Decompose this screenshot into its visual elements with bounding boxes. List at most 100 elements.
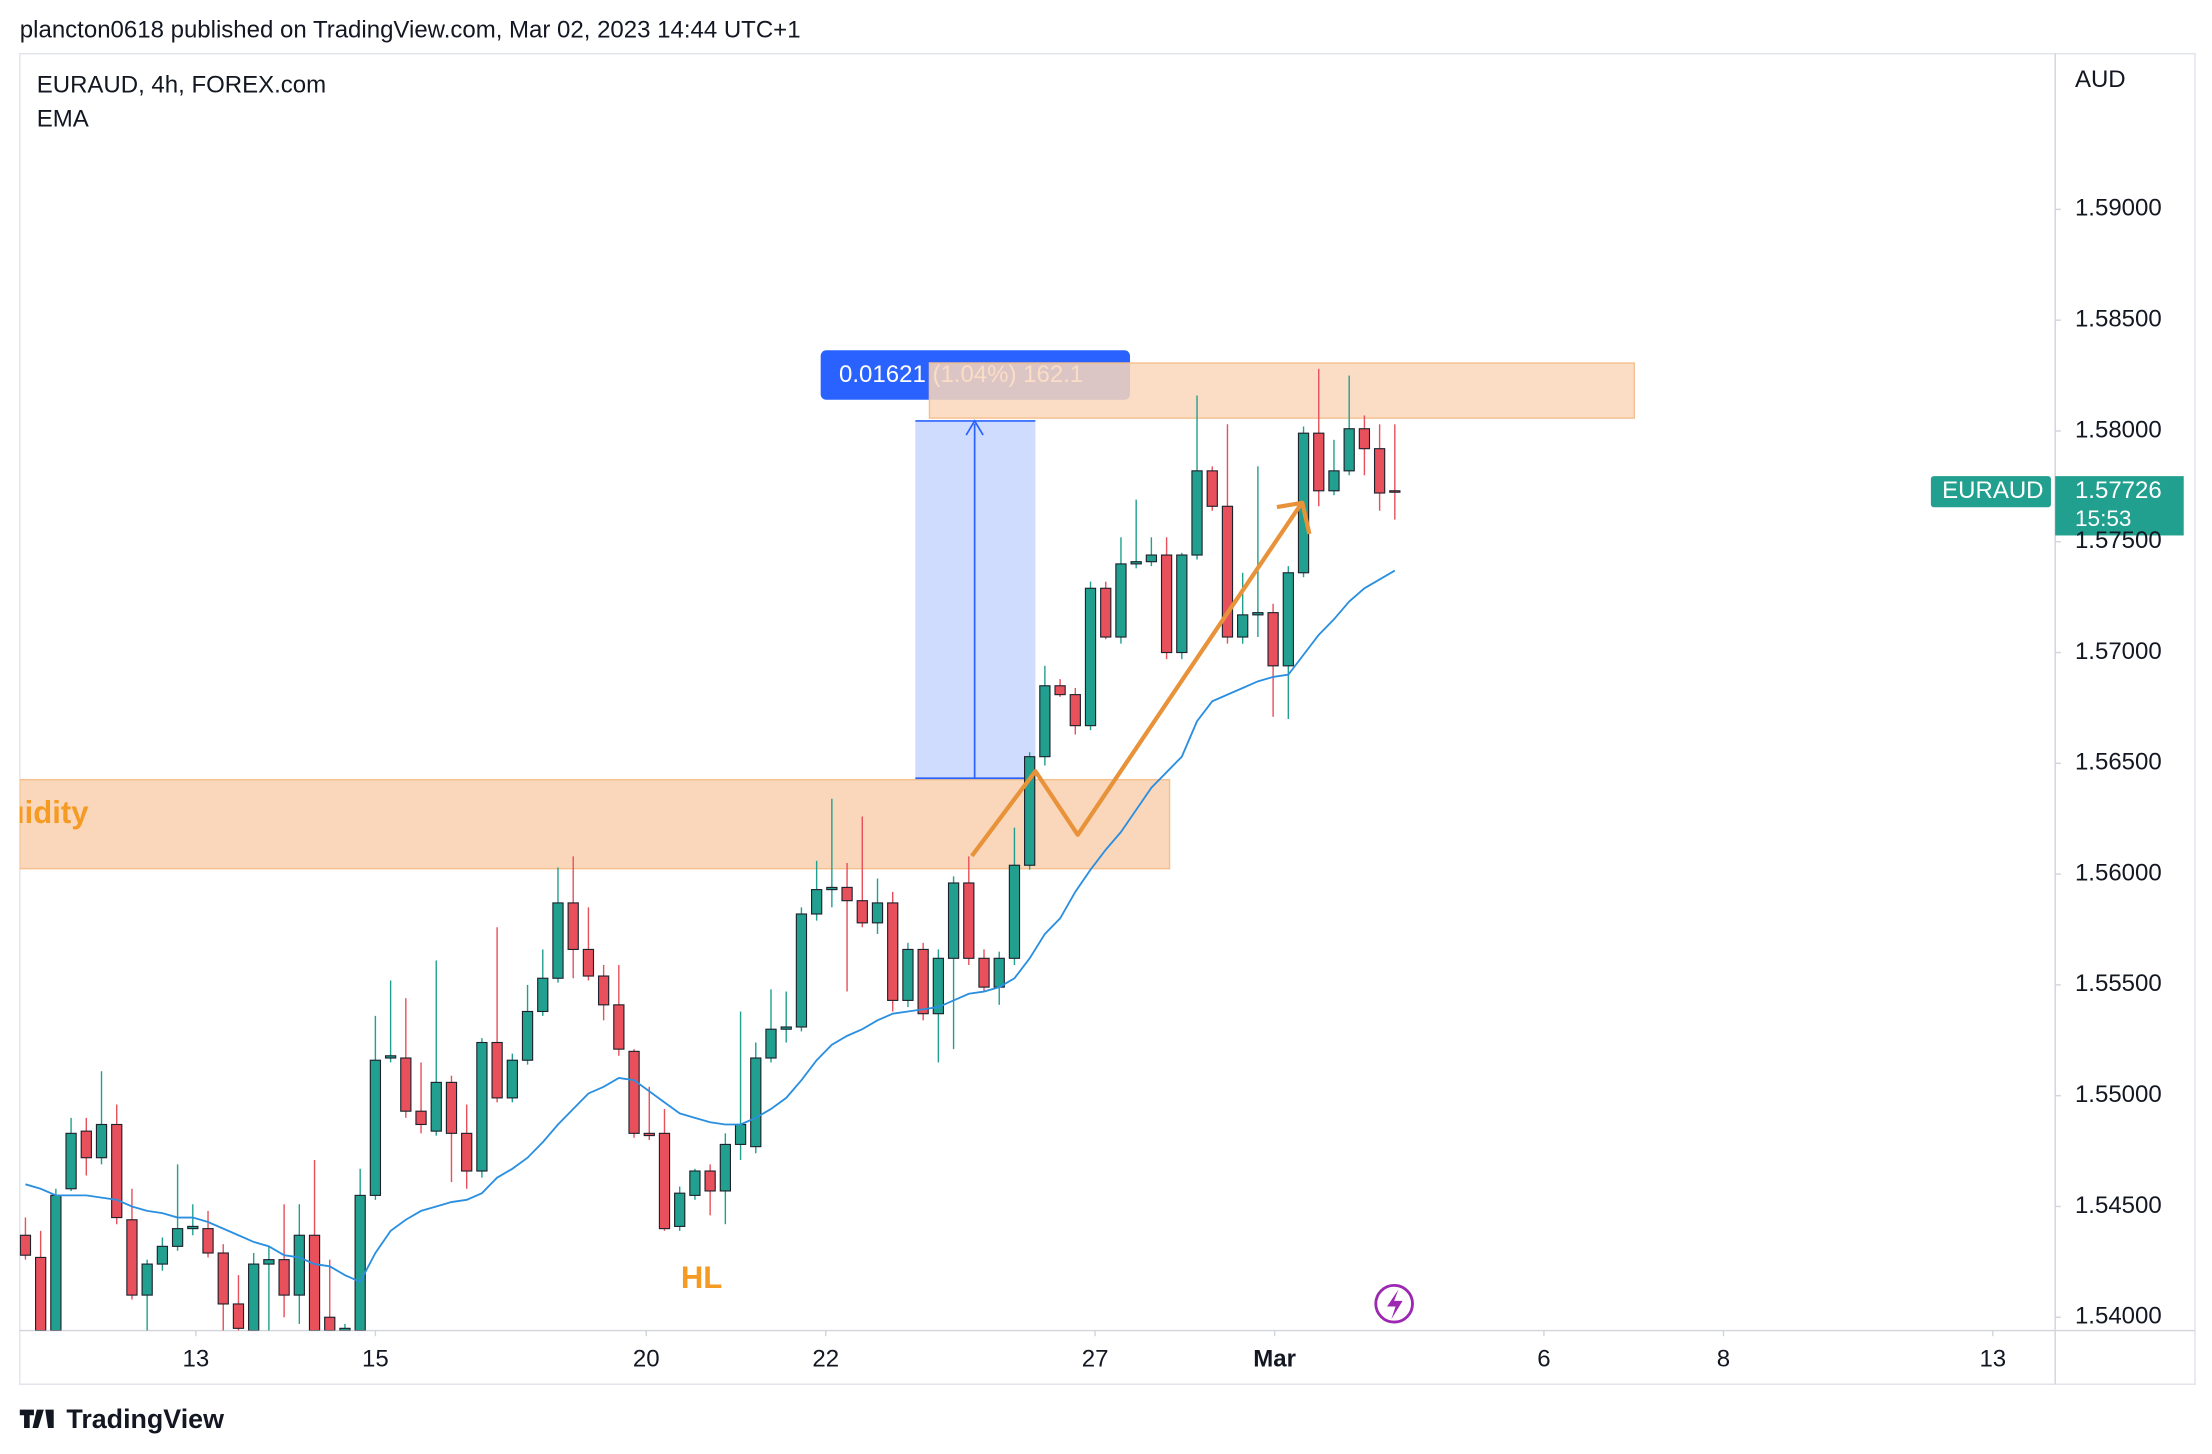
candle-body [339,1327,351,1331]
candle-body [521,1010,534,1061]
price-tag: EURAUD [1942,477,2043,504]
x-tick-label: 13 [1979,1346,2006,1373]
candle-body [19,1234,32,1256]
candle-body [232,1303,245,1329]
candle-body [674,1192,686,1227]
candle-body [978,957,990,988]
candle-body [217,1252,229,1305]
event-bolt [1387,1289,1403,1320]
x-tick-label: 15 [362,1346,389,1373]
candle-body [1191,470,1203,556]
x-tick-label: 22 [812,1346,839,1373]
candle-body [1221,505,1234,638]
candle-body [1373,448,1386,494]
y-tick-label: 1.54000 [2075,1303,2162,1330]
candle-body [993,957,1005,988]
x-tick-label: Mar [1253,1346,1296,1373]
y-tick-label: 1.56500 [2075,749,2162,776]
candle-body [658,1132,671,1230]
candle-body [1054,685,1066,696]
candle-body [795,913,808,1028]
candle-body [80,1130,92,1159]
x-tick-label: 27 [1082,1346,1109,1373]
candle-body [963,882,975,959]
x-tick-label: 20 [633,1346,660,1373]
candle-body [704,1170,716,1192]
candle-body [35,1256,47,1331]
candle-body [582,948,595,977]
candle-body [50,1194,62,1331]
chart-frame [19,52,2196,1385]
candle-body [400,1057,412,1112]
candle-body [871,902,884,924]
candle-body [628,1050,640,1134]
candle-body [1100,587,1112,638]
brand: TradingView [66,1404,224,1434]
resistance-zone [928,362,1635,419]
y-tick-label: 1.57500 [2075,527,2162,554]
candle-body [141,1263,153,1296]
candle-body [1343,428,1355,472]
candle-body [308,1234,321,1331]
candle-body [1313,432,1325,492]
candle-body [202,1228,214,1254]
candle-body [324,1316,336,1331]
candle-body [1176,554,1188,654]
candle-body [1115,563,1127,638]
candle-body [1328,470,1340,492]
y-tick-label: 1.55000 [2075,1081,2162,1108]
y-tick-label: 1.58000 [2075,416,2162,443]
hl-label: HL [681,1260,722,1295]
y-tick-label: 1.59000 [2075,195,2162,222]
projection-arrowhead [1276,500,1312,535]
candle-body [1267,612,1279,667]
candle-body [1039,685,1051,758]
candles [19,368,1401,1331]
candle-body [643,1132,655,1137]
candle-body [1160,554,1173,654]
publish-info: plancton0618 published on TradingView.co… [20,16,801,43]
candle-body [156,1245,169,1265]
symbol-info: EURAUD, 4h, FOREX.com [37,72,326,99]
candle-body [415,1110,427,1126]
y-tick-label: 1.54500 [2075,1192,2162,1219]
candle-body [506,1059,518,1099]
candle-body [1282,572,1294,667]
candle-body [95,1123,108,1159]
candle-body [1358,428,1371,450]
x-tick-label: 8 [1717,1346,1730,1373]
ema-line [25,569,1396,1283]
candle-body [491,1041,503,1099]
candle-body [597,975,610,1006]
drawings: uidity 0.01621 (1.04%) 162.1 HL [6,350,1635,1331]
candle-body [917,948,929,1015]
candle-body [263,1259,275,1265]
candle-body [810,889,823,915]
price-tag-box [1930,476,2051,508]
candle-body [750,1057,762,1148]
candle-body [765,1028,777,1059]
candle-body [1008,864,1021,959]
candle-body [826,886,838,891]
candle-body [1130,561,1142,565]
candle-body [734,1123,747,1145]
candle-body [430,1081,442,1132]
candle-body [1084,587,1097,727]
liquidity-zone [19,778,1171,870]
y-tick-label: 1.55500 [2075,970,2162,997]
candle-body [902,948,914,1001]
candle-body [126,1219,138,1296]
countdown: 15:53 [2075,506,2132,531]
candle-body [187,1225,199,1230]
candle-body [856,900,868,924]
projection-arrow [970,503,1303,858]
zone-label: uidity [6,795,90,830]
candle-body [1389,490,1401,493]
candle-body [841,886,853,902]
candle-body [780,1026,792,1030]
candle-body [1206,470,1218,507]
indicator-name: EMA [37,105,89,132]
candle-body [278,1259,290,1296]
currency: AUD [2075,66,2126,93]
